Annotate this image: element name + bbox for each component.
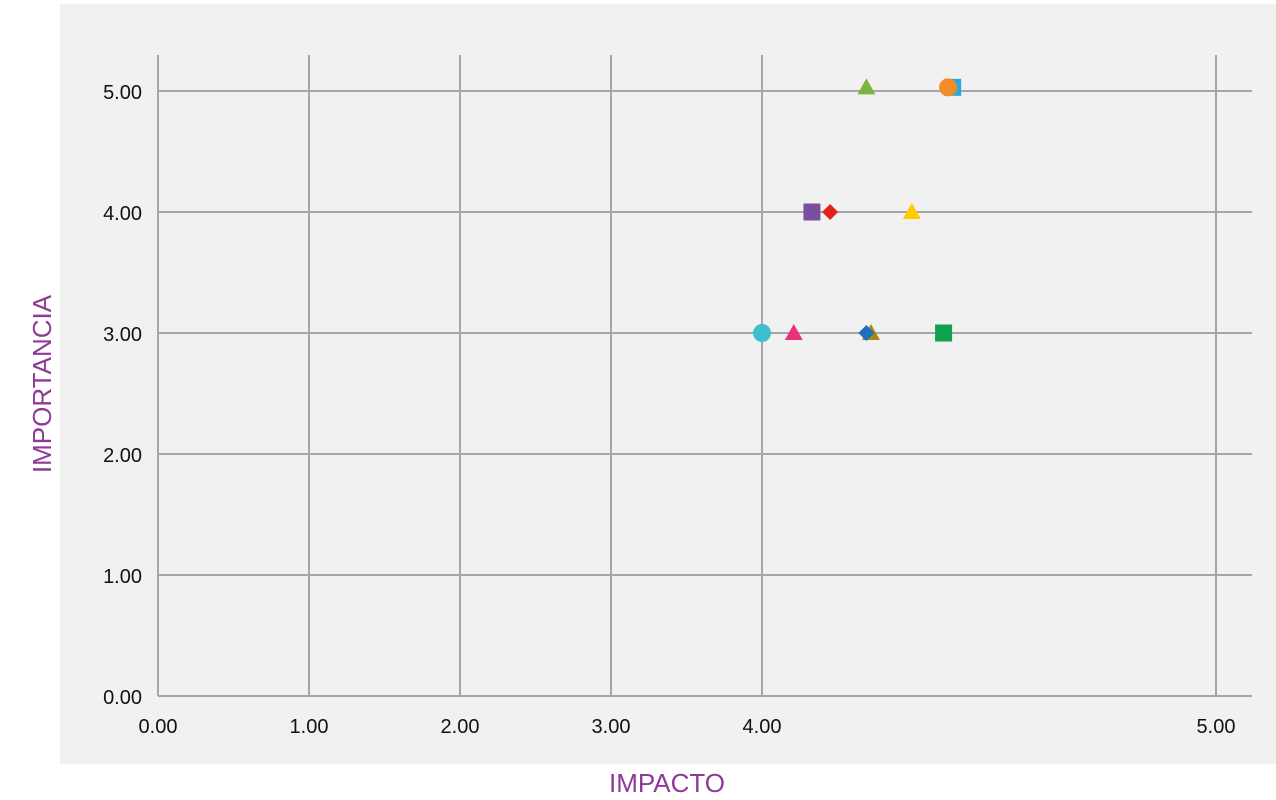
y-tick-label: 5.00 bbox=[103, 82, 142, 104]
x-tick-label: 0.00 bbox=[139, 716, 178, 738]
data-point-triangle bbox=[902, 203, 921, 219]
y-tick-labels: 0.00 1.00 2.00 3.00 4.00 5.00 bbox=[103, 82, 142, 709]
x-tick-label: 3.00 bbox=[592, 716, 631, 738]
x-tick-label: 4.00 bbox=[743, 716, 782, 738]
y-tick-label: 4.00 bbox=[103, 203, 142, 225]
y-tick-label: 3.00 bbox=[103, 324, 142, 346]
data-point-square bbox=[935, 324, 953, 342]
x-tick-labels: 0.00 1.00 2.00 3.00 4.00 5.00 bbox=[139, 716, 1236, 738]
data-point-circle bbox=[753, 324, 771, 342]
x-tick-label: 5.00 bbox=[1197, 716, 1236, 738]
data-point-diamond bbox=[858, 325, 875, 341]
x-tick-label: 2.00 bbox=[441, 716, 480, 738]
grid-lines bbox=[157, 55, 1252, 697]
plot-background bbox=[60, 4, 1276, 764]
data-points bbox=[753, 78, 962, 342]
y-tick-label: 0.00 bbox=[103, 687, 142, 709]
y-tick-label: 2.00 bbox=[103, 445, 142, 467]
data-point-square bbox=[803, 203, 821, 221]
data-point-triangle bbox=[857, 78, 876, 95]
y-tick-label: 1.00 bbox=[103, 566, 142, 588]
x-axis-title: IMPACTO bbox=[609, 768, 725, 798]
data-point-diamond bbox=[822, 204, 839, 220]
x-tick-label: 1.00 bbox=[290, 716, 329, 738]
data-point-circle bbox=[939, 78, 958, 97]
data-point-triangle bbox=[784, 324, 803, 340]
y-axis-title: IMPORTANCIA bbox=[27, 294, 57, 473]
